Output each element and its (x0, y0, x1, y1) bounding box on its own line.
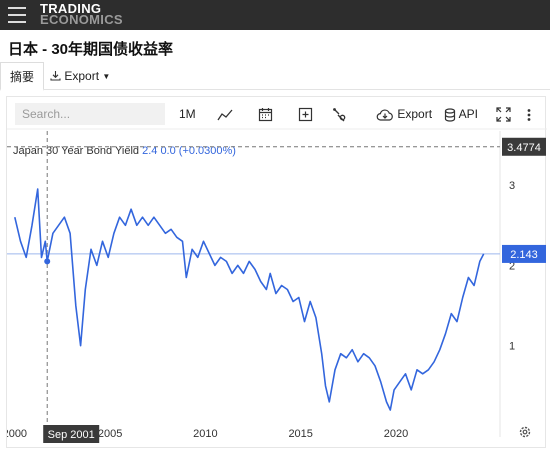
more-options-button[interactable] (526, 104, 532, 124)
crosshair-point (44, 258, 51, 265)
last-value-label: 2.143 (510, 249, 538, 261)
legend-value: 2.4 (142, 145, 158, 157)
settings-icon-teeth (519, 426, 531, 438)
chart-panel: 1M (6, 96, 547, 449)
date-range-button[interactable] (258, 104, 273, 124)
indicators-button[interactable] (332, 104, 347, 124)
crosshair-y-label-box (502, 137, 546, 156)
export-button-label: Export (397, 107, 433, 121)
y-tick-label: 2 (509, 260, 515, 272)
legend-series-name: Japan 30 Year Bond Yield (13, 145, 140, 157)
last-value-label-box (502, 244, 546, 263)
x-tick-label: 2015 (288, 428, 312, 440)
crosshair-y-label: 3.4774 (507, 142, 541, 154)
y-tick-label: 1 (509, 341, 515, 353)
tab-bar: 摘要 Export ▼ (0, 62, 550, 91)
settings-icon-hub (522, 429, 528, 435)
cloud-download-icon (376, 109, 393, 121)
page-title: 日本 - 30年期国债收益率 (8, 41, 174, 58)
y-tick-label: 3 (509, 180, 515, 192)
crosshair-x-label: Sep 2001 (48, 429, 95, 441)
line-chart-icon (217, 109, 233, 121)
search-input[interactable] (15, 103, 165, 125)
more-vertical-icon (527, 108, 531, 121)
chart-toolbar: 1M (7, 97, 547, 131)
database-icon (444, 108, 456, 122)
download-icon (50, 71, 61, 81)
fullscreen-button[interactable] (496, 104, 511, 124)
export-menu-label: Export (64, 69, 100, 83)
calendar-icon (258, 108, 273, 122)
compare-button[interactable] (298, 104, 313, 124)
api-button-label: API (458, 107, 479, 121)
brand-logo[interactable]: TRADING ECONOMICS (40, 1, 123, 27)
api-button[interactable]: API (444, 104, 478, 124)
range-1m-button[interactable]: 1M (179, 107, 196, 121)
x-tick-label: 2020 (384, 428, 408, 440)
chevron-down-icon: ▼ (102, 72, 111, 81)
x-tick-label: 2005 (98, 428, 122, 440)
chart-type-button[interactable] (217, 104, 233, 124)
top-navigation-bar: TRADING ECONOMICS (0, 0, 550, 30)
chart-legend: Japan 30 Year Bond Yield 2.4 0.0 (+0.030… (13, 145, 236, 157)
tab-summary[interactable]: 摘要 (0, 62, 44, 91)
export-button[interactable]: Export (376, 104, 432, 124)
legend-change: 0.0 (+0.0300%) (160, 145, 236, 157)
series-line (14, 188, 485, 411)
line-chart[interactable]: 1 2 3 2000 2005 2010 2015 2020 3.4774 2.143 Sep 20… (7, 97, 547, 449)
x-tick-label: 2010 (193, 428, 217, 440)
plus-box-icon (298, 108, 313, 122)
brand-line-1: TRADING (40, 1, 102, 16)
fullscreen-icon (496, 107, 511, 122)
settings-icon[interactable] (519, 426, 531, 438)
wrench-icon (333, 108, 346, 122)
menu-icon[interactable] (8, 7, 26, 23)
crosshair-x-label-box (43, 425, 100, 443)
brand-line-2: ECONOMICS (40, 12, 123, 27)
x-tick-label: 2000 (7, 428, 27, 440)
export-menu-button[interactable]: Export ▼ (48, 62, 110, 90)
